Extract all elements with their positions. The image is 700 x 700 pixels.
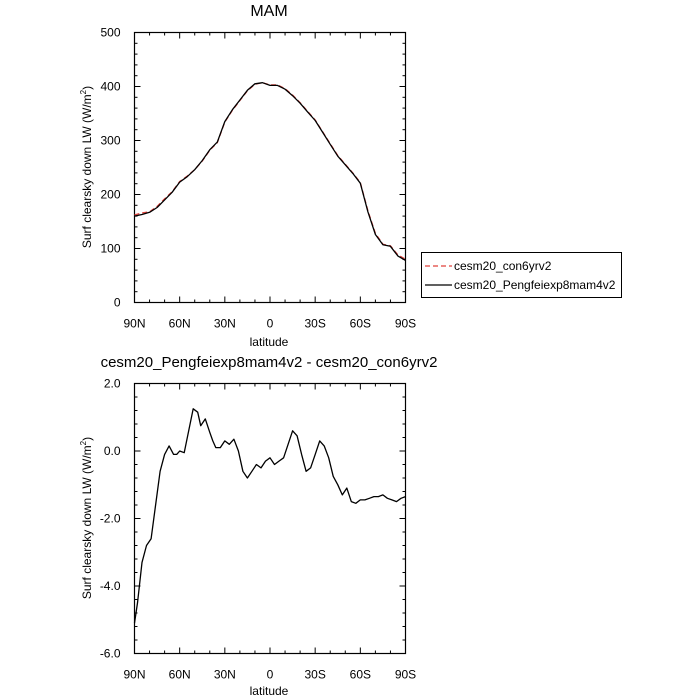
bottom-y-axis-label-sup: 2 — [79, 440, 88, 445]
top-x-axis-label: latitude — [250, 335, 289, 349]
bottom-y-axis-label: Surf clearsky down LW (W/m2) — [79, 437, 94, 599]
x-tick-label: 30N — [214, 668, 236, 682]
y-tick-label: 500 — [100, 26, 120, 40]
x-tick-label: 90N — [123, 668, 145, 682]
x-tick-label: 30N — [214, 317, 236, 331]
x-tick-label: 0 — [267, 668, 274, 682]
bottom-panel: cesm20_Pengfeiexp8mam4v2 - cesm20_con6yr… — [79, 354, 437, 698]
x-tick-label: 90S — [395, 317, 416, 331]
x-tick-label: 60S — [350, 317, 371, 331]
bottom-x-axis-label: latitude — [250, 684, 289, 698]
top-chart-title: MAM — [250, 3, 287, 20]
y-tick-label: 100 — [100, 242, 120, 256]
top-y-axis-label-sup: 2 — [79, 89, 88, 94]
top-series-lines — [134, 82, 406, 261]
series-line-1 — [133, 408, 406, 624]
legend-label-series-1: cesm20_con6yrv2 — [454, 259, 552, 273]
legend: cesm20_con6yrv2 cesm20_Pengfeiexp8mam4v2 — [421, 252, 622, 298]
series-line-2 — [134, 82, 406, 261]
bottom-y-axis-label-close: ) — [80, 437, 94, 441]
y-tick-label: -6.0 — [100, 647, 121, 661]
y-tick-label: 0 — [114, 296, 121, 310]
y-tick-label: 2.0 — [104, 377, 121, 391]
y-tick-label: -2.0 — [100, 512, 121, 526]
bottom-series-lines — [133, 408, 406, 624]
top-ticks — [134, 32, 406, 303]
legend-label-series-2: cesm20_Pengfeiexp8mam4v2 — [454, 278, 616, 292]
top-y-axis-label-close: ) — [80, 86, 94, 90]
x-tick-label: 60N — [169, 668, 191, 682]
y-tick-label: -4.0 — [100, 579, 121, 593]
top-y-axis-label: Surf clearsky down LW (W/m2) — [79, 86, 94, 248]
x-tick-label: 90S — [395, 668, 416, 682]
bottom-x-tick-labels: 90N 60N 30N 0 30S 60S 90S — [123, 668, 416, 682]
x-tick-label: 60N — [169, 317, 191, 331]
top-x-tick-labels: 90N 60N 30N 0 30S 60S 90S — [123, 317, 416, 331]
x-tick-label: 60S — [350, 668, 371, 682]
y-tick-label: 300 — [100, 134, 120, 148]
top-panel: MAM 0 100 200 300 400 500 90N 60N 30N 0 30S 60S 90S… — [79, 3, 622, 349]
y-tick-label: 200 — [100, 188, 120, 202]
bottom-y-axis-label-main: Surf clearsky down LW (W/m — [80, 445, 94, 599]
bottom-chart-title: cesm20_Pengfeiexp8mam4v2 - cesm20_con6yr… — [101, 354, 438, 371]
bottom-y-tick-labels: 2.0 0.0 -2.0 -4.0 -6.0 — [100, 377, 121, 661]
x-tick-label: 90N — [123, 317, 145, 331]
x-tick-label: 0 — [267, 317, 274, 331]
bottom-plot-frame — [133, 382, 407, 655]
y-tick-label: 0.0 — [104, 444, 121, 458]
x-tick-label: 30S — [304, 668, 325, 682]
bottom-ticks — [134, 383, 406, 654]
series-line-1 — [134, 82, 406, 260]
top-y-axis-label-main: Surf clearsky down LW (W/m — [80, 94, 94, 248]
y-tick-label: 400 — [100, 80, 120, 94]
top-plot-frame — [133, 31, 407, 304]
legend-box — [421, 252, 622, 298]
top-y-tick-labels: 0 100 200 300 400 500 — [100, 26, 120, 310]
x-tick-label: 30S — [304, 317, 325, 331]
